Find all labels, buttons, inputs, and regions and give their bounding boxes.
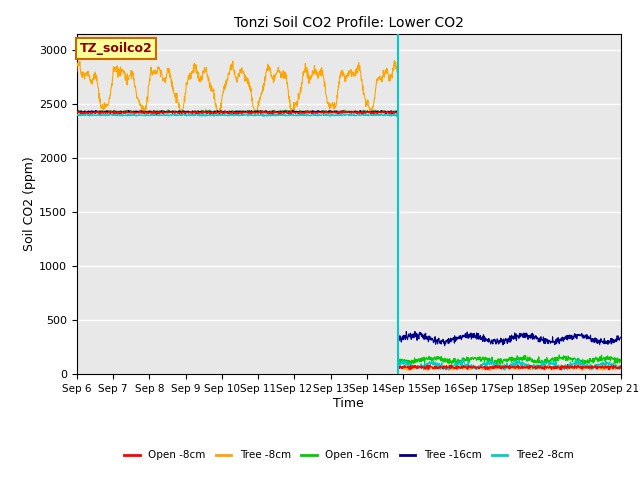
Legend: Open -8cm, Tree -8cm, Open -16cm, Tree -16cm, Tree2 -8cm: Open -8cm, Tree -8cm, Open -16cm, Tree -…: [120, 446, 578, 465]
Y-axis label: Soil CO2 (ppm): Soil CO2 (ppm): [23, 156, 36, 252]
Title: Tonzi Soil CO2 Profile: Lower CO2: Tonzi Soil CO2 Profile: Lower CO2: [234, 16, 464, 30]
X-axis label: Time: Time: [333, 397, 364, 410]
Text: TZ_soilco2: TZ_soilco2: [79, 42, 152, 55]
